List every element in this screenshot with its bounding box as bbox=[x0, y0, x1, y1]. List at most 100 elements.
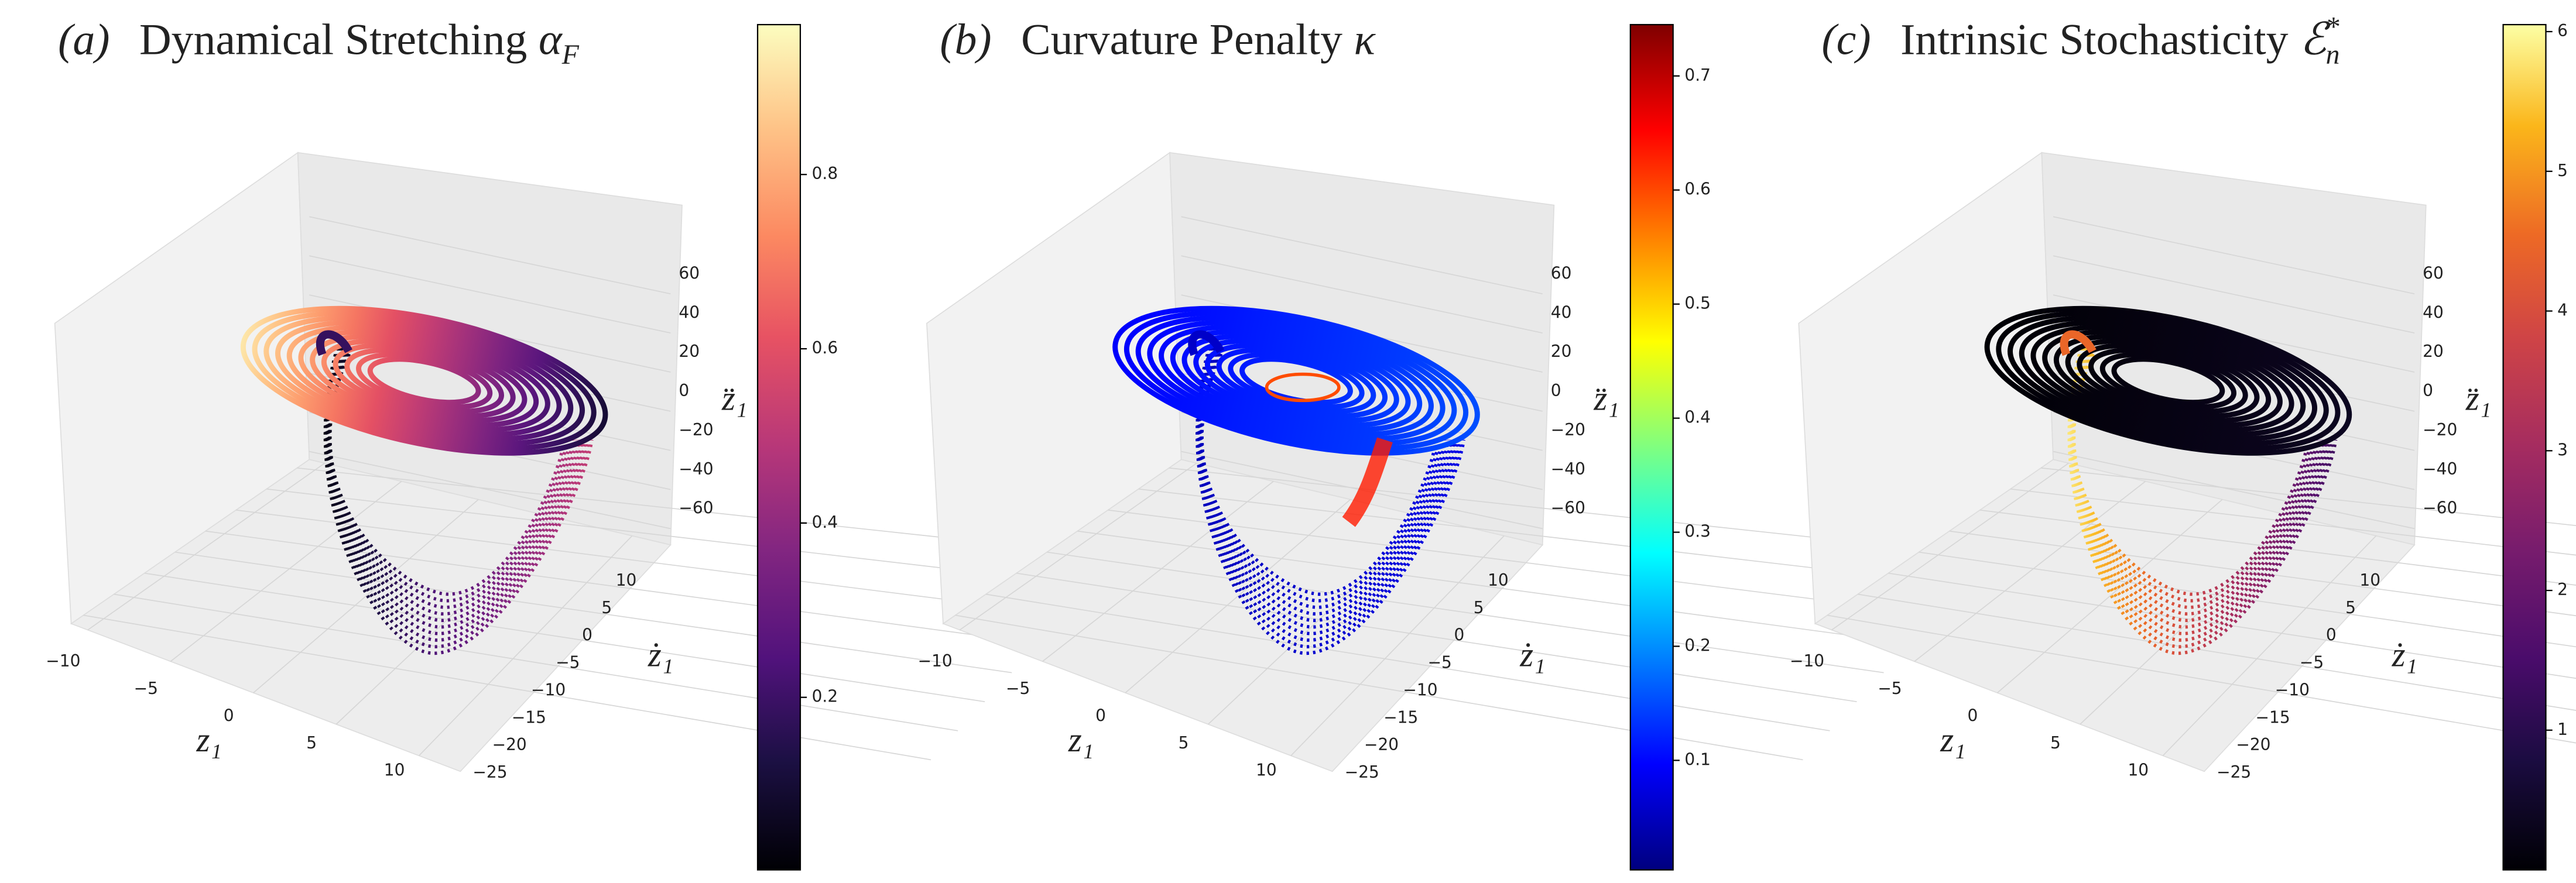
x-axis-label: z₁ bbox=[196, 721, 222, 759]
y-grid-line bbox=[1108, 509, 1938, 616]
attractor-disc bbox=[321, 338, 527, 424]
y-tick-label: −20 bbox=[2236, 735, 2270, 754]
x-tick-label: 10 bbox=[1256, 760, 1277, 779]
attractor-disc bbox=[1170, 329, 1423, 433]
colorbar-tick-label: 0.8 bbox=[812, 164, 838, 183]
colorbar-tick-label: 6 bbox=[2557, 21, 2568, 40]
y-grid-line bbox=[144, 572, 985, 703]
attractor-wing bbox=[1188, 330, 1225, 356]
z-grid-line bbox=[2053, 216, 2415, 294]
pane-floor bbox=[70, 459, 672, 772]
z-tick-label: 60 bbox=[1551, 264, 1572, 283]
colorbar-tick-label: 0.1 bbox=[1684, 750, 1711, 769]
attractor-disc bbox=[1123, 310, 1469, 451]
title-text: Intrinsic Stochasticity bbox=[1900, 16, 2289, 64]
attractor-disc bbox=[2053, 333, 2283, 428]
attractor-loop bbox=[1200, 347, 1440, 603]
y-axis-label: ż₁ bbox=[1519, 635, 1545, 674]
title-symbol-sup: * bbox=[2327, 12, 2341, 42]
x-tick-label: −10 bbox=[918, 651, 953, 671]
x-axis-label: z₁ bbox=[1940, 721, 1965, 759]
x-grid-line bbox=[1290, 535, 1505, 757]
x-tick-label: −5 bbox=[1006, 679, 1030, 698]
attractor-disc bbox=[275, 319, 574, 442]
z-tick-label: 60 bbox=[2423, 264, 2444, 283]
attractor-disc bbox=[1996, 310, 2341, 451]
z-tick-label: −40 bbox=[1551, 459, 1585, 479]
y-tick-label: 10 bbox=[2359, 571, 2380, 590]
title-symbol-sub: n bbox=[2326, 40, 2340, 70]
title-symbol: ℰ bbox=[2300, 16, 2331, 64]
x-tick-label: −5 bbox=[134, 679, 158, 698]
pane-floor bbox=[1814, 459, 2416, 772]
attractor-disc bbox=[252, 310, 597, 451]
attractor-wing bbox=[2060, 330, 2097, 356]
attractor-disc bbox=[1228, 352, 1365, 410]
attractor-disc bbox=[356, 352, 493, 410]
y-tick-label: −15 bbox=[2256, 707, 2290, 727]
attractor-disc bbox=[1984, 305, 2352, 456]
attractor-disc bbox=[344, 347, 505, 414]
y-grid-line bbox=[985, 593, 1830, 731]
title-symbol-sub: F bbox=[561, 40, 580, 70]
attractor-disc bbox=[298, 329, 550, 433]
y-tick-label: 5 bbox=[2345, 598, 2356, 617]
x-tick-label: 5 bbox=[2050, 733, 2061, 753]
attractor-disc bbox=[240, 305, 608, 456]
attractor-loop bbox=[2071, 347, 2315, 609]
x-tick-label: 0 bbox=[1968, 706, 1978, 725]
panel-label: (a) bbox=[58, 16, 109, 64]
attractor-disc bbox=[2065, 338, 2272, 424]
z-axis-label: z̈₁ bbox=[1593, 380, 1619, 418]
attractor-disc bbox=[2099, 352, 2237, 410]
colorbar-tick-label: 0.3 bbox=[1684, 522, 1711, 541]
x-tick-label: 5 bbox=[306, 733, 317, 753]
attractor-disc bbox=[310, 333, 539, 428]
title-symbol: κ bbox=[1354, 16, 1376, 64]
y-tick-label: 10 bbox=[1488, 571, 1509, 590]
y-grid-line bbox=[1858, 593, 2576, 711]
x-tick-label: 10 bbox=[2128, 760, 2149, 779]
colorbar-tick-label: 0.2 bbox=[812, 687, 838, 706]
z-tick-label: 20 bbox=[2423, 342, 2444, 361]
attractor-loop bbox=[1198, 347, 1449, 623]
z-grid-line bbox=[1181, 216, 1543, 294]
attractor-disc bbox=[367, 356, 481, 406]
y-tick-label: −10 bbox=[1403, 680, 1437, 699]
y-tick-label: 5 bbox=[601, 598, 612, 617]
y-tick-label: −10 bbox=[2275, 680, 2310, 699]
y-grid-line bbox=[2010, 488, 2576, 556]
x-grid-line bbox=[1042, 480, 1274, 662]
colorbar-tick-label: 0.7 bbox=[1684, 66, 1711, 85]
y-grid-line bbox=[1979, 509, 2576, 586]
z-axis-label: z̈₁ bbox=[2465, 380, 2491, 418]
x-tick-label: 5 bbox=[1179, 733, 1189, 753]
attractor-loop bbox=[2070, 347, 2321, 623]
panel-title: (a) Dynamical Stretching αF bbox=[58, 16, 580, 70]
attractor-loop bbox=[328, 347, 568, 603]
y-tick-label: −5 bbox=[556, 653, 580, 672]
attractor-hot bbox=[1265, 372, 1341, 403]
attractor-disc bbox=[1193, 338, 1399, 424]
y-tick-label: −25 bbox=[472, 762, 507, 782]
y-tick-label: 0 bbox=[1454, 626, 1465, 645]
y-tick-label: 0 bbox=[582, 626, 592, 645]
x-grid-line bbox=[1125, 499, 1351, 693]
colorbar bbox=[756, 23, 801, 871]
z-grid-line bbox=[2053, 451, 2415, 530]
y-grid-line bbox=[236, 509, 1066, 616]
z-tick-label: 0 bbox=[2423, 381, 2433, 400]
attractor-wing bbox=[316, 330, 352, 356]
z-grid-line bbox=[2053, 255, 2415, 334]
x-axis-label: z₁ bbox=[1068, 721, 1094, 759]
y-tick-label: −25 bbox=[2217, 762, 2251, 782]
colorbar bbox=[1629, 23, 1674, 871]
y-grid-line bbox=[114, 593, 958, 731]
colorbar-tick-label: 0.4 bbox=[1684, 408, 1711, 427]
attractor-disc bbox=[2088, 347, 2248, 414]
y-axis-label: ż₁ bbox=[648, 635, 673, 674]
